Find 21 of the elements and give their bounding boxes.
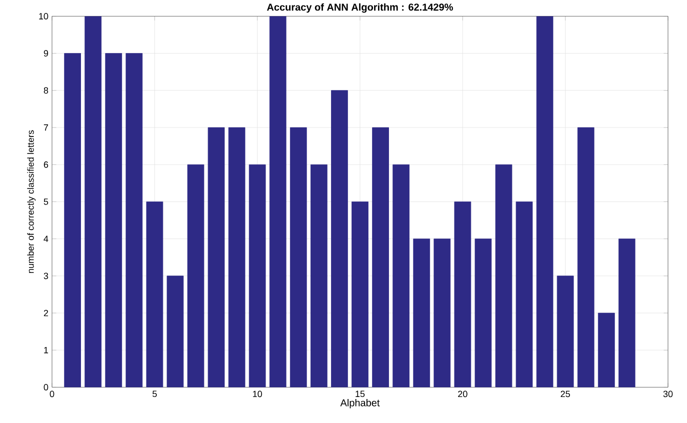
chart-title: Accuracy of ANN Algorithm : 62.1429% [266,3,453,13]
x-tick-label: 20 [458,390,468,398]
x-tick-label: 15 [356,390,365,397]
y-tick-label: 9 [44,50,48,56]
y-tick-label: 3 [44,272,48,280]
x-tick-label: 30 [663,390,673,398]
y-tick-label: 1 [44,346,48,354]
x-tick-label: 0 [50,390,54,398]
x-axis-title: Alphabet [340,398,380,408]
y-tick-label: 8 [44,87,48,94]
y-tick-label: 6 [44,161,48,168]
x-tick-label: 10 [253,390,262,398]
y-tick-label: 5 [44,198,48,205]
y-tick-label: 2 [44,310,48,316]
y-tick-label: 10 [39,12,48,20]
x-tick-label: 25 [560,390,570,398]
x-tick-label: 5 [152,390,157,397]
y-tick-label: 4 [44,236,48,242]
y-tick-label: 7 [44,124,48,131]
y-axis-title: number of correctly classified letters [27,130,36,273]
y-tick-label: 0 [44,384,48,390]
